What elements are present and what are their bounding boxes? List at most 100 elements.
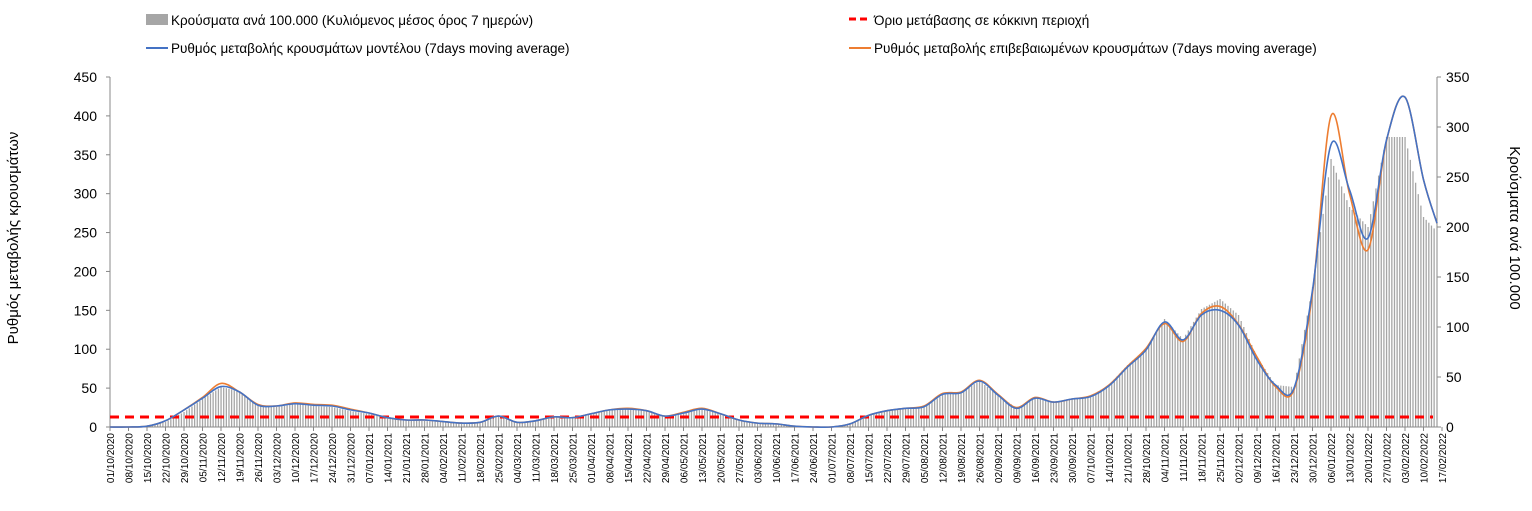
bar [669, 415, 671, 427]
bar [302, 404, 304, 427]
bar [1354, 212, 1356, 427]
bar [878, 412, 880, 427]
bar [1314, 268, 1316, 427]
x-tick-label: 27/05/2021 [735, 433, 746, 483]
bar [1192, 321, 1195, 427]
bar [352, 411, 354, 427]
bar [1237, 315, 1240, 427]
y-tick-label-left: 150 [74, 302, 98, 318]
bar [1333, 165, 1335, 427]
bar [1388, 137, 1390, 427]
bar [1401, 137, 1404, 427]
bar [524, 421, 526, 427]
bar [748, 421, 751, 427]
bar [1433, 228, 1435, 427]
bar [1023, 403, 1026, 427]
x-tick-label: 03/06/2021 [754, 433, 765, 483]
bar [1372, 201, 1374, 427]
bar [1399, 137, 1401, 427]
legend-label-confirmed: Ρυθμός μεταβολής επιβεβαιωμένων κρουσμάτ… [874, 41, 1317, 56]
bar [1404, 137, 1406, 427]
x-tick-label: 16/09/2021 [1031, 433, 1042, 483]
bar [1190, 326, 1192, 427]
bar [680, 413, 682, 427]
bar [1129, 362, 1131, 427]
bar [563, 417, 566, 427]
bar [1050, 401, 1052, 427]
bar [1280, 385, 1282, 427]
bar [1163, 319, 1166, 427]
bar [1031, 399, 1034, 427]
bar [960, 392, 962, 427]
x-tick-label: 04/11/2021 [1161, 433, 1172, 483]
x-tick-label: 02/09/2021 [994, 433, 1005, 483]
bar [1211, 303, 1213, 427]
x-tick-label: 15/10/2020 [143, 433, 154, 483]
bar [1259, 361, 1261, 427]
bar [225, 388, 227, 427]
bar [1034, 398, 1036, 427]
bar [706, 410, 708, 427]
bar [645, 411, 648, 427]
bar [1288, 386, 1290, 427]
bar [859, 418, 862, 427]
bar [1346, 200, 1348, 427]
bar [204, 397, 206, 427]
bar [1079, 397, 1081, 427]
bar [212, 392, 214, 427]
x-tick-label: 28/10/2021 [1142, 433, 1153, 483]
bar [746, 421, 748, 427]
bar [1206, 306, 1208, 427]
bar [479, 422, 481, 427]
y-tick-label-left: 350 [74, 147, 98, 163]
bar [1103, 388, 1105, 427]
bar [1430, 225, 1433, 427]
bar [656, 413, 658, 427]
bar [1351, 209, 1353, 427]
bar [891, 410, 893, 427]
bar [1338, 179, 1340, 427]
bar [1335, 172, 1337, 427]
x-tick-label: 21/01/2021 [402, 433, 413, 483]
bar [363, 413, 365, 427]
bar [598, 412, 600, 427]
bar [593, 413, 595, 427]
x-tick-label: 14/10/2021 [1105, 433, 1116, 483]
bar [1161, 323, 1163, 427]
bars-series [130, 137, 1435, 427]
bar [1171, 327, 1174, 427]
x-tick-label: 10/12/2020 [291, 433, 302, 483]
bar [534, 421, 537, 427]
bar [373, 415, 375, 427]
bar [1042, 399, 1044, 427]
bar [1142, 351, 1145, 427]
bar [614, 409, 616, 427]
bar [1105, 386, 1108, 427]
y-tick-label-right: 100 [1446, 319, 1470, 335]
bar [246, 397, 249, 427]
x-tick-label: 13/01/2022 [1346, 433, 1357, 483]
bar [1018, 406, 1020, 427]
bar [1356, 215, 1359, 427]
bar [241, 393, 243, 427]
bar [1364, 224, 1367, 427]
bar [1055, 401, 1057, 427]
bar [1266, 373, 1269, 427]
bar [238, 391, 241, 427]
bar [1407, 148, 1409, 427]
bar [1092, 394, 1094, 427]
bar [408, 420, 410, 427]
bar [1425, 219, 1427, 427]
bar [764, 423, 767, 427]
x-tick-label: 17/02/2022 [1438, 433, 1449, 483]
bar [532, 421, 534, 427]
bar [437, 421, 439, 427]
bar [1229, 308, 1232, 427]
bar [505, 418, 508, 427]
bar [331, 407, 333, 427]
bar [1232, 310, 1234, 427]
bar [186, 410, 188, 427]
bar [410, 420, 412, 427]
bar [423, 421, 426, 427]
bar [986, 387, 989, 427]
